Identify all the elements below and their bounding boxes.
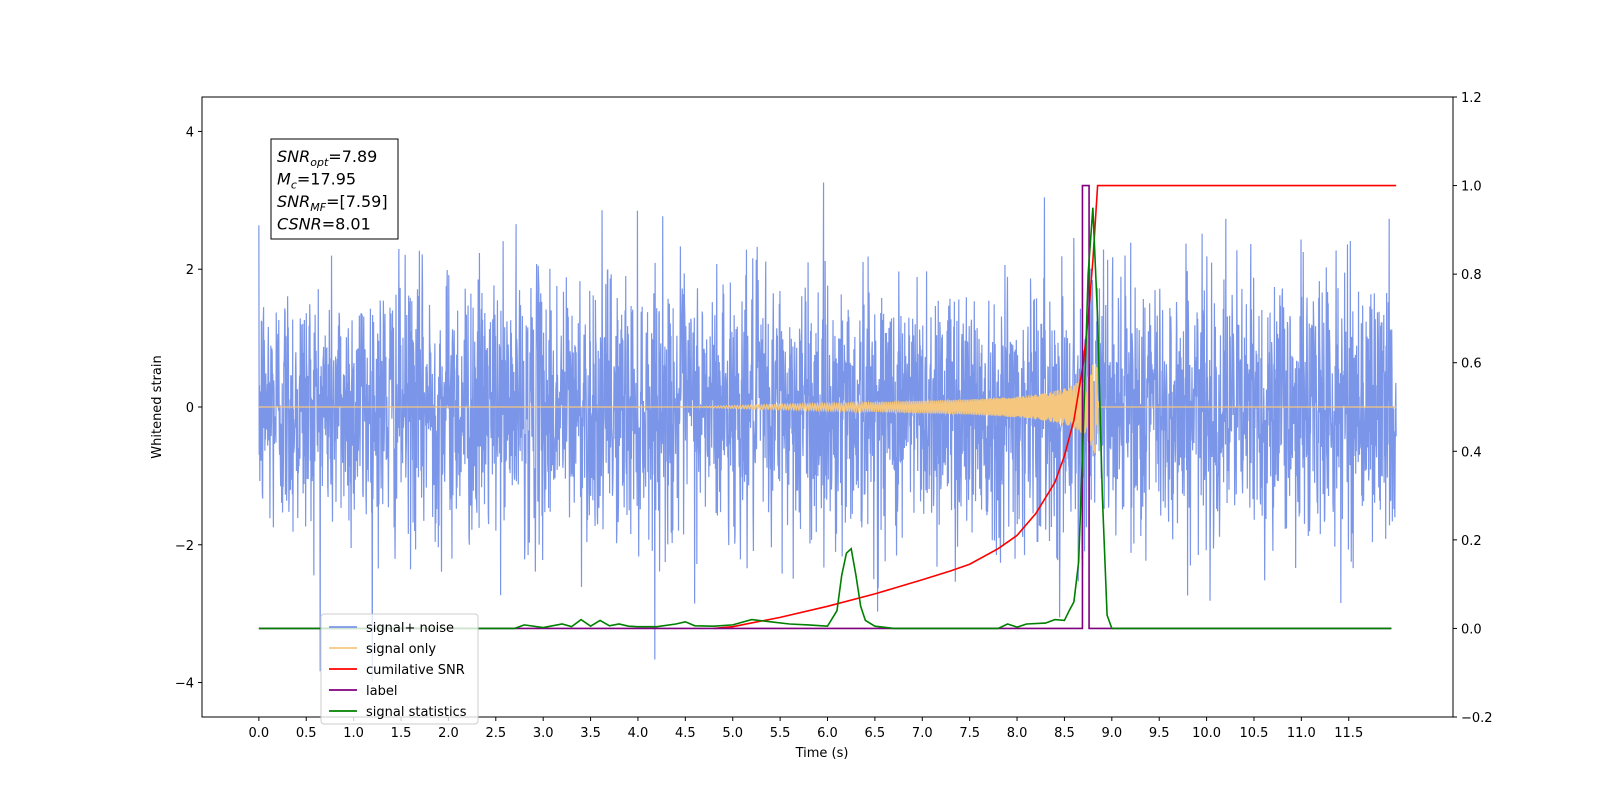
plot-area bbox=[258, 182, 1397, 682]
y-right-tick-label: 0.4 bbox=[1461, 445, 1482, 460]
metric-line: SNRMF=[7.59] bbox=[277, 192, 388, 214]
x-tick-label: 5.0 bbox=[722, 726, 743, 741]
x-tick-label: 0.0 bbox=[249, 726, 270, 741]
legend-label: signal only bbox=[366, 642, 436, 657]
y-tick-label: 4 bbox=[186, 125, 194, 140]
x-tick-label: 11.5 bbox=[1334, 726, 1363, 741]
x-tick-label: 2.0 bbox=[438, 726, 459, 741]
legend: signal+ noise signal only cumilative SNR la… bbox=[320, 613, 479, 725]
y-right-tick-label: −0.2 bbox=[1461, 711, 1493, 726]
y-axis-left: −4 −2 0 2 4 bbox=[175, 125, 202, 692]
series-signal-statistics bbox=[258, 207, 1392, 630]
y-axis-label: Whitened strain bbox=[150, 355, 165, 458]
legend-frame bbox=[320, 613, 479, 725]
x-tick-label: 3.5 bbox=[580, 726, 601, 741]
x-tick-label: 11.0 bbox=[1287, 726, 1316, 741]
x-tick-label: 9.0 bbox=[1101, 726, 1122, 741]
y-right-tick-label: 0.0 bbox=[1461, 622, 1482, 637]
y-axis-right: −0.2 0.0 0.2 0.4 0.6 0.8 1.0 1.2 bbox=[1453, 91, 1493, 726]
x-tick-label: 9.5 bbox=[1149, 726, 1170, 741]
y-right-tick-label: 1.2 bbox=[1461, 91, 1482, 106]
x-tick-label: 0.5 bbox=[296, 726, 317, 741]
legend-label: signal+ noise bbox=[366, 621, 454, 636]
x-axis: 0.0 0.5 1.0 1.5 2.0 2.5 3.0 3.5 4.0 4.5 5.0 5.5 6.0 6… bbox=[249, 717, 1363, 741]
x-tick-label: 7.0 bbox=[912, 726, 933, 741]
metrics-box-frame bbox=[270, 138, 399, 240]
legend-label: label bbox=[366, 684, 397, 699]
x-tick-label: 7.5 bbox=[959, 726, 980, 741]
y-right-tick-label: 0.8 bbox=[1461, 268, 1482, 283]
x-tick-label: 6.0 bbox=[817, 726, 838, 741]
metric-line: SNRopt=7.89 bbox=[277, 147, 377, 169]
x-tick-label: 10.5 bbox=[1240, 726, 1269, 741]
x-tick-label: 4.5 bbox=[675, 726, 696, 741]
y-tick-label: 2 bbox=[186, 263, 194, 278]
x-tick-label: 5.5 bbox=[770, 726, 791, 741]
metric-line: Mc=17.95 bbox=[277, 170, 356, 192]
x-tick-label: 2.5 bbox=[485, 726, 506, 741]
series-cumulative-snr bbox=[713, 184, 1397, 630]
legend-label: cumilative SNR bbox=[366, 663, 465, 678]
x-tick-label: 1.0 bbox=[343, 726, 364, 741]
x-tick-label: 8.5 bbox=[1054, 726, 1075, 741]
x-tick-label: 10.0 bbox=[1192, 726, 1221, 741]
x-axis-label: Time (s) bbox=[795, 746, 849, 761]
series-label bbox=[258, 184, 1392, 630]
y-tick-label: 0 bbox=[186, 401, 194, 416]
legend-label: signal statistics bbox=[366, 705, 467, 720]
y-right-tick-label: 0.2 bbox=[1461, 534, 1482, 549]
y-tick-label: −4 bbox=[175, 677, 194, 692]
y-tick-label: −2 bbox=[175, 539, 194, 554]
x-tick-label: 6.5 bbox=[865, 726, 886, 741]
x-tick-label: 3.0 bbox=[533, 726, 554, 741]
x-tick-label: 4.0 bbox=[628, 726, 649, 741]
y-right-tick-label: 0.6 bbox=[1461, 357, 1482, 372]
x-tick-label: 1.5 bbox=[391, 726, 412, 741]
metric-line: CSNR=8.01 bbox=[277, 215, 371, 234]
x-tick-label: 8.0 bbox=[1007, 726, 1028, 741]
series-signal-plus-noise bbox=[258, 182, 1397, 682]
series-signal-only bbox=[258, 363, 1397, 454]
y-right-tick-label: 1.0 bbox=[1461, 180, 1482, 195]
